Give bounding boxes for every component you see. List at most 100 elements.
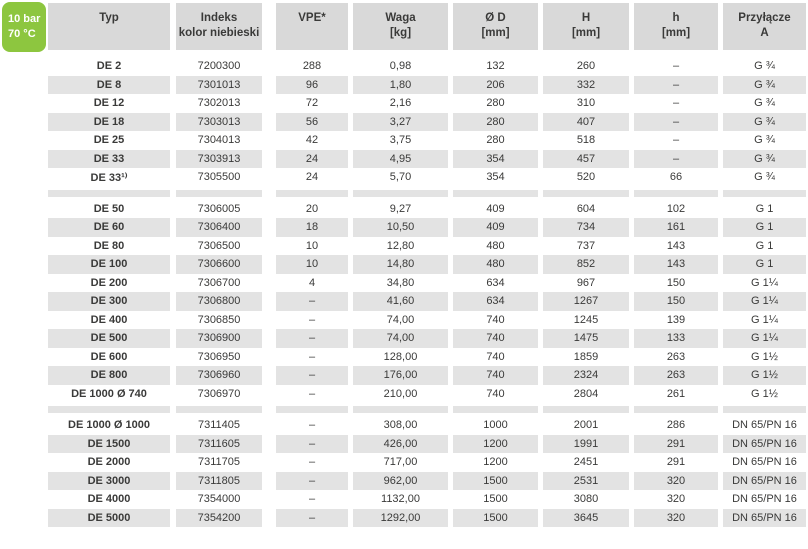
table-cell-waga: 9,27 — [348, 199, 448, 218]
table-cell-waga: 41,60 — [348, 292, 448, 311]
table-cell-indeks: 7306400 — [170, 218, 262, 237]
table-cell-wysokosc-h-male: 66 — [629, 168, 718, 187]
table-cell-przylacze: G ¾ — [718, 94, 806, 113]
table-row: DE 80 7306500 10 12,80 480 737 143 G 1 — [48, 236, 806, 255]
table-cell-srednica-d: 354 — [448, 149, 538, 168]
divider-cell — [629, 189, 718, 197]
table-cell-waga: 74,00 — [348, 310, 448, 329]
table-cell-srednica-d: 740 — [448, 347, 538, 366]
table-row: DE 33¹⁾ 7305500 24 5,70 354 520 66 G ¾ — [48, 168, 806, 187]
table-cell-indeks: 7306900 — [170, 329, 262, 348]
column-header-vpe: VPE* — [262, 3, 348, 50]
table-row: DE 500 7306900–74,00 740 1475 133 G 1¼ — [48, 329, 806, 348]
table-cell-wysokosc-h: 1245 — [538, 310, 629, 329]
table-cell-typ: DE 8 — [48, 75, 170, 94]
table-header-row: Typ Indeks kolor niebieski VPE* Waga [kg] Ø D[… — [48, 3, 806, 50]
table-cell-typ: DE 500 — [48, 329, 170, 348]
table-cell-waga: 10,50 — [348, 218, 448, 237]
table-cell-vpe: 10 — [262, 236, 348, 255]
column-header-przylacze: Przyłącze A — [718, 3, 806, 50]
table-row: DE 1000 Ø 1000 7311405–308,00 1000 2001 286 D… — [48, 416, 806, 435]
table-cell-typ: DE 33 — [48, 149, 170, 168]
table-cell-przylacze: DN 65/PN 16 — [718, 508, 806, 527]
divider-cell — [448, 406, 538, 413]
table-cell-typ: DE 5000 — [48, 508, 170, 527]
table-cell-przylacze: G ¾ — [718, 112, 806, 131]
product-table: Typ Indeks kolor niebieski VPE* Waga [kg] Ø D[… — [48, 3, 806, 527]
table-cell-typ: DE 50 — [48, 199, 170, 218]
table-row: DE 1500 7311605–426,00 1200 1991 291 DN 65/PN… — [48, 434, 806, 453]
table-row: DE 5000 7354200–1292,00 1500 3645 320 DN 65/P… — [48, 508, 806, 527]
divider-cell — [48, 189, 170, 197]
table-cell-typ: DE 2 — [48, 57, 170, 76]
table-cell-wysokosc-h: 520 — [538, 168, 629, 187]
table-cell-wysokosc-h-male: – — [629, 131, 718, 150]
table-cell-srednica-d: 740 — [448, 384, 538, 403]
table-cell-typ: DE 200 — [48, 273, 170, 292]
table-cell-waga: 3,75 — [348, 131, 448, 150]
table-cell-indeks: 7311805 — [170, 471, 262, 490]
table-cell-przylacze: G 1¼ — [718, 292, 806, 311]
group-divider — [48, 406, 806, 413]
table-cell-przylacze: G ¾ — [718, 75, 806, 94]
table-cell-typ: DE 4000 — [48, 490, 170, 509]
table-cell-vpe: – — [262, 508, 348, 527]
table-cell-wysokosc-h-male: 320 — [629, 490, 718, 509]
table-cell-vpe: – — [262, 366, 348, 385]
table-cell-wysokosc-h: 260 — [538, 57, 629, 76]
table-cell-przylacze: G ¾ — [718, 57, 806, 76]
table-row: DE 18 7303013 56 3,27 280 407– G ¾ — [48, 112, 806, 131]
table-cell-waga: 1132,00 — [348, 490, 448, 509]
table-cell-przylacze: DN 65/PN 16 — [718, 453, 806, 472]
table-cell-typ: DE 60 — [48, 218, 170, 237]
table-cell-srednica-d: 1200 — [448, 434, 538, 453]
table-cell-przylacze: DN 65/PN 16 — [718, 490, 806, 509]
table-row: DE 2 7200300 288 0,98 132 260– G ¾ — [48, 57, 806, 76]
table-cell-przylacze: G 1 — [718, 218, 806, 237]
table-cell-vpe: – — [262, 310, 348, 329]
table-row: DE 8 7301013 96 1,80 206 332– G ¾ — [48, 75, 806, 94]
table-cell-indeks: 7306850 — [170, 310, 262, 329]
table-cell-przylacze: G 1 — [718, 236, 806, 255]
table-cell-wysokosc-h: 2001 — [538, 416, 629, 435]
table-row: DE 25 7304013 42 3,75 280 518– G ¾ — [48, 131, 806, 150]
table-cell-waga: 962,00 — [348, 471, 448, 490]
table-cell-wysokosc-h: 1475 — [538, 329, 629, 348]
table-cell-waga: 74,00 — [348, 329, 448, 348]
table-cell-srednica-d: 1000 — [448, 416, 538, 435]
table-cell-wysokosc-h: 734 — [538, 218, 629, 237]
table-cell-przylacze: G 1½ — [718, 366, 806, 385]
table-cell-vpe: – — [262, 384, 348, 403]
table-cell-waga: 128,00 — [348, 347, 448, 366]
table-cell-srednica-d: 1500 — [448, 508, 538, 527]
table-cell-indeks: 7311705 — [170, 453, 262, 472]
table-cell-wysokosc-h-male: 263 — [629, 347, 718, 366]
table-cell-indeks: 7303913 — [170, 149, 262, 168]
table-cell-wysokosc-h: 2804 — [538, 384, 629, 403]
table-cell-wysokosc-h-male: 261 — [629, 384, 718, 403]
table-cell-przylacze: G 1¼ — [718, 310, 806, 329]
table-cell-vpe: – — [262, 329, 348, 348]
table-cell-vpe: – — [262, 416, 348, 435]
table-row: DE 600 7306950–128,00 740 1859 263 G 1½ — [48, 347, 806, 366]
table-cell-vpe: 42 — [262, 131, 348, 150]
table-cell-przylacze: G 1½ — [718, 384, 806, 403]
table-row: DE 100 7306600 10 14,80 480 852 143 G 1 — [48, 255, 806, 274]
table-cell-waga: 0,98 — [348, 57, 448, 76]
table-cell-typ: DE 1000 Ø 740 — [48, 384, 170, 403]
table-cell-wysokosc-h-male: 143 — [629, 236, 718, 255]
table-cell-indeks: 7200300 — [170, 57, 262, 76]
table-cell-indeks: 7306600 — [170, 255, 262, 274]
table-cell-indeks: 7306005 — [170, 199, 262, 218]
column-header-indeks: Indeks kolor niebieski — [170, 3, 262, 50]
table-cell-typ: DE 1500 — [48, 434, 170, 453]
table-cell-wysokosc-h-male: 139 — [629, 310, 718, 329]
table-cell-wysokosc-h: 737 — [538, 236, 629, 255]
table-cell-vpe: – — [262, 292, 348, 311]
table-cell-vpe: – — [262, 490, 348, 509]
table-cell-waga: 308,00 — [348, 416, 448, 435]
table-cell-przylacze: G 1 — [718, 199, 806, 218]
table-cell-wysokosc-h: 407 — [538, 112, 629, 131]
table-cell-srednica-d: 634 — [448, 292, 538, 311]
table-row: DE 60 7306400 18 10,50 409 734 161 G 1 — [48, 218, 806, 237]
